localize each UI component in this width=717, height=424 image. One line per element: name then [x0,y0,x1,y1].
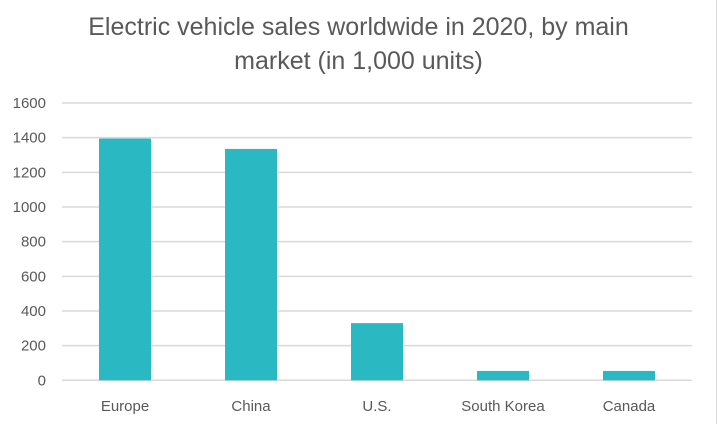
y-tick-label: 1200 [13,164,46,181]
x-tick-label: U.S. [362,398,391,415]
y-tick-label: 200 [21,338,46,355]
y-tick-label: 1000 [13,199,46,216]
x-tick-label: South Korea [461,398,545,415]
y-tick-label: 400 [21,303,46,320]
bar-canada [603,370,655,381]
x-tick-label: Europe [101,398,149,415]
y-tick-label: 800 [21,234,46,251]
y-tick-label: 600 [21,268,46,285]
bar-europe [99,138,151,381]
chart-title: Electric vehicle sales worldwide in 2020… [0,10,717,78]
y-tick-label: 0 [38,372,46,389]
x-tick-label: China [231,398,271,415]
y-tick-label: 1400 [13,130,46,147]
chart-title-line-2: market (in 1,000 units) [234,47,483,75]
y-tick-label: 1600 [13,95,46,112]
bar-u-s- [351,323,403,381]
chart-title-line-1: Electric vehicle sales worldwide in 2020… [88,13,629,41]
x-tick-label: Canada [603,398,656,415]
bar-south-korea [477,370,529,381]
bar-china [225,148,277,381]
